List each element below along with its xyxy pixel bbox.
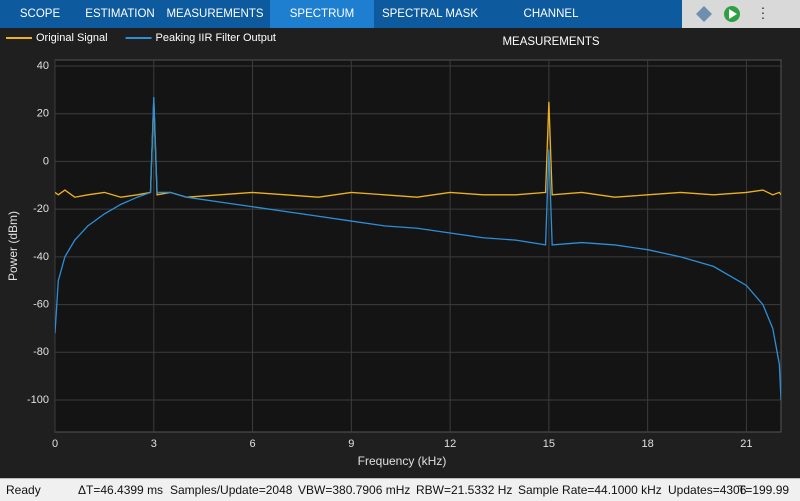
- x-tick-label: 0: [52, 438, 58, 450]
- tab[interactable]: SPECTRAL MASK: [381, 8, 479, 20]
- legend-label: Peaking IIR Filter Output: [156, 32, 276, 44]
- tab[interactable]: CHANNEL MEASUREMENTS: [502, 8, 600, 48]
- x-tick-label: 15: [543, 438, 555, 450]
- x-tick-label: 12: [444, 438, 456, 450]
- toolbar-actions: ⋮: [682, 0, 800, 28]
- y-tick-label: -40: [33, 251, 49, 263]
- status-field: VBW=380.7906 mHz: [298, 483, 411, 497]
- x-tick-label: 21: [740, 438, 752, 450]
- icon-back[interactable]: [696, 6, 712, 22]
- toolbar: SCOPE ESTIMATION MEASUREMENTS SPECTRUM SPECT…: [0, 0, 800, 48]
- legend-label: Original Signal: [36, 32, 108, 44]
- status-field: ΔT=46.4399 ms: [78, 483, 164, 497]
- x-tick-label: 9: [348, 438, 354, 450]
- x-tick-label: 6: [249, 438, 255, 450]
- y-tick-label: 20: [37, 108, 49, 120]
- status-field: Sample Rate=44.1000 kHz: [518, 483, 662, 497]
- y-tick-label: -100: [27, 394, 49, 406]
- y-tick-label: -80: [33, 346, 49, 358]
- series-line: [55, 99, 781, 198]
- y-tick-label: 0: [43, 155, 49, 167]
- chart: Frequency (kHz) Power (dBm) -100 -80 -60 -4…: [6, 32, 782, 468]
- toolbar-icons: ⋮: [696, 5, 770, 22]
- y-tick-label: 40: [37, 60, 49, 72]
- y-tick-label: -20: [33, 203, 49, 215]
- x-tick-label: 3: [151, 438, 157, 450]
- status-field: Samples/Update=2048: [170, 483, 293, 497]
- status-field: Ready: [6, 483, 41, 497]
- status-field: RBW=21.5332 Hz: [416, 483, 513, 497]
- tab[interactable]: ESTIMATION: [85, 8, 155, 20]
- x-axis-label: Frequency (kHz): [358, 454, 447, 468]
- status-bar: Ready ΔT=46.4399 ms Samples/Update=2048 VBW…: [0, 478, 800, 501]
- y-tick-label: -60: [33, 298, 49, 310]
- status-field: T=199.99: [738, 483, 790, 497]
- series-line: [55, 96, 781, 401]
- status-field: Updates=4306: [668, 483, 747, 497]
- x-tick-label: 18: [642, 438, 654, 450]
- icon-more[interactable]: ⋮: [756, 5, 770, 21]
- icon-run-glyph: [729, 9, 737, 19]
- tab[interactable]: SCOPE: [19, 8, 61, 20]
- y-axis-label: Power (dBm): [6, 211, 20, 281]
- plot-area: [54, 59, 782, 433]
- tab[interactable]: SPECTRUM: [270, 0, 374, 28]
- tab[interactable]: MEASUREMENTS: [166, 8, 264, 20]
